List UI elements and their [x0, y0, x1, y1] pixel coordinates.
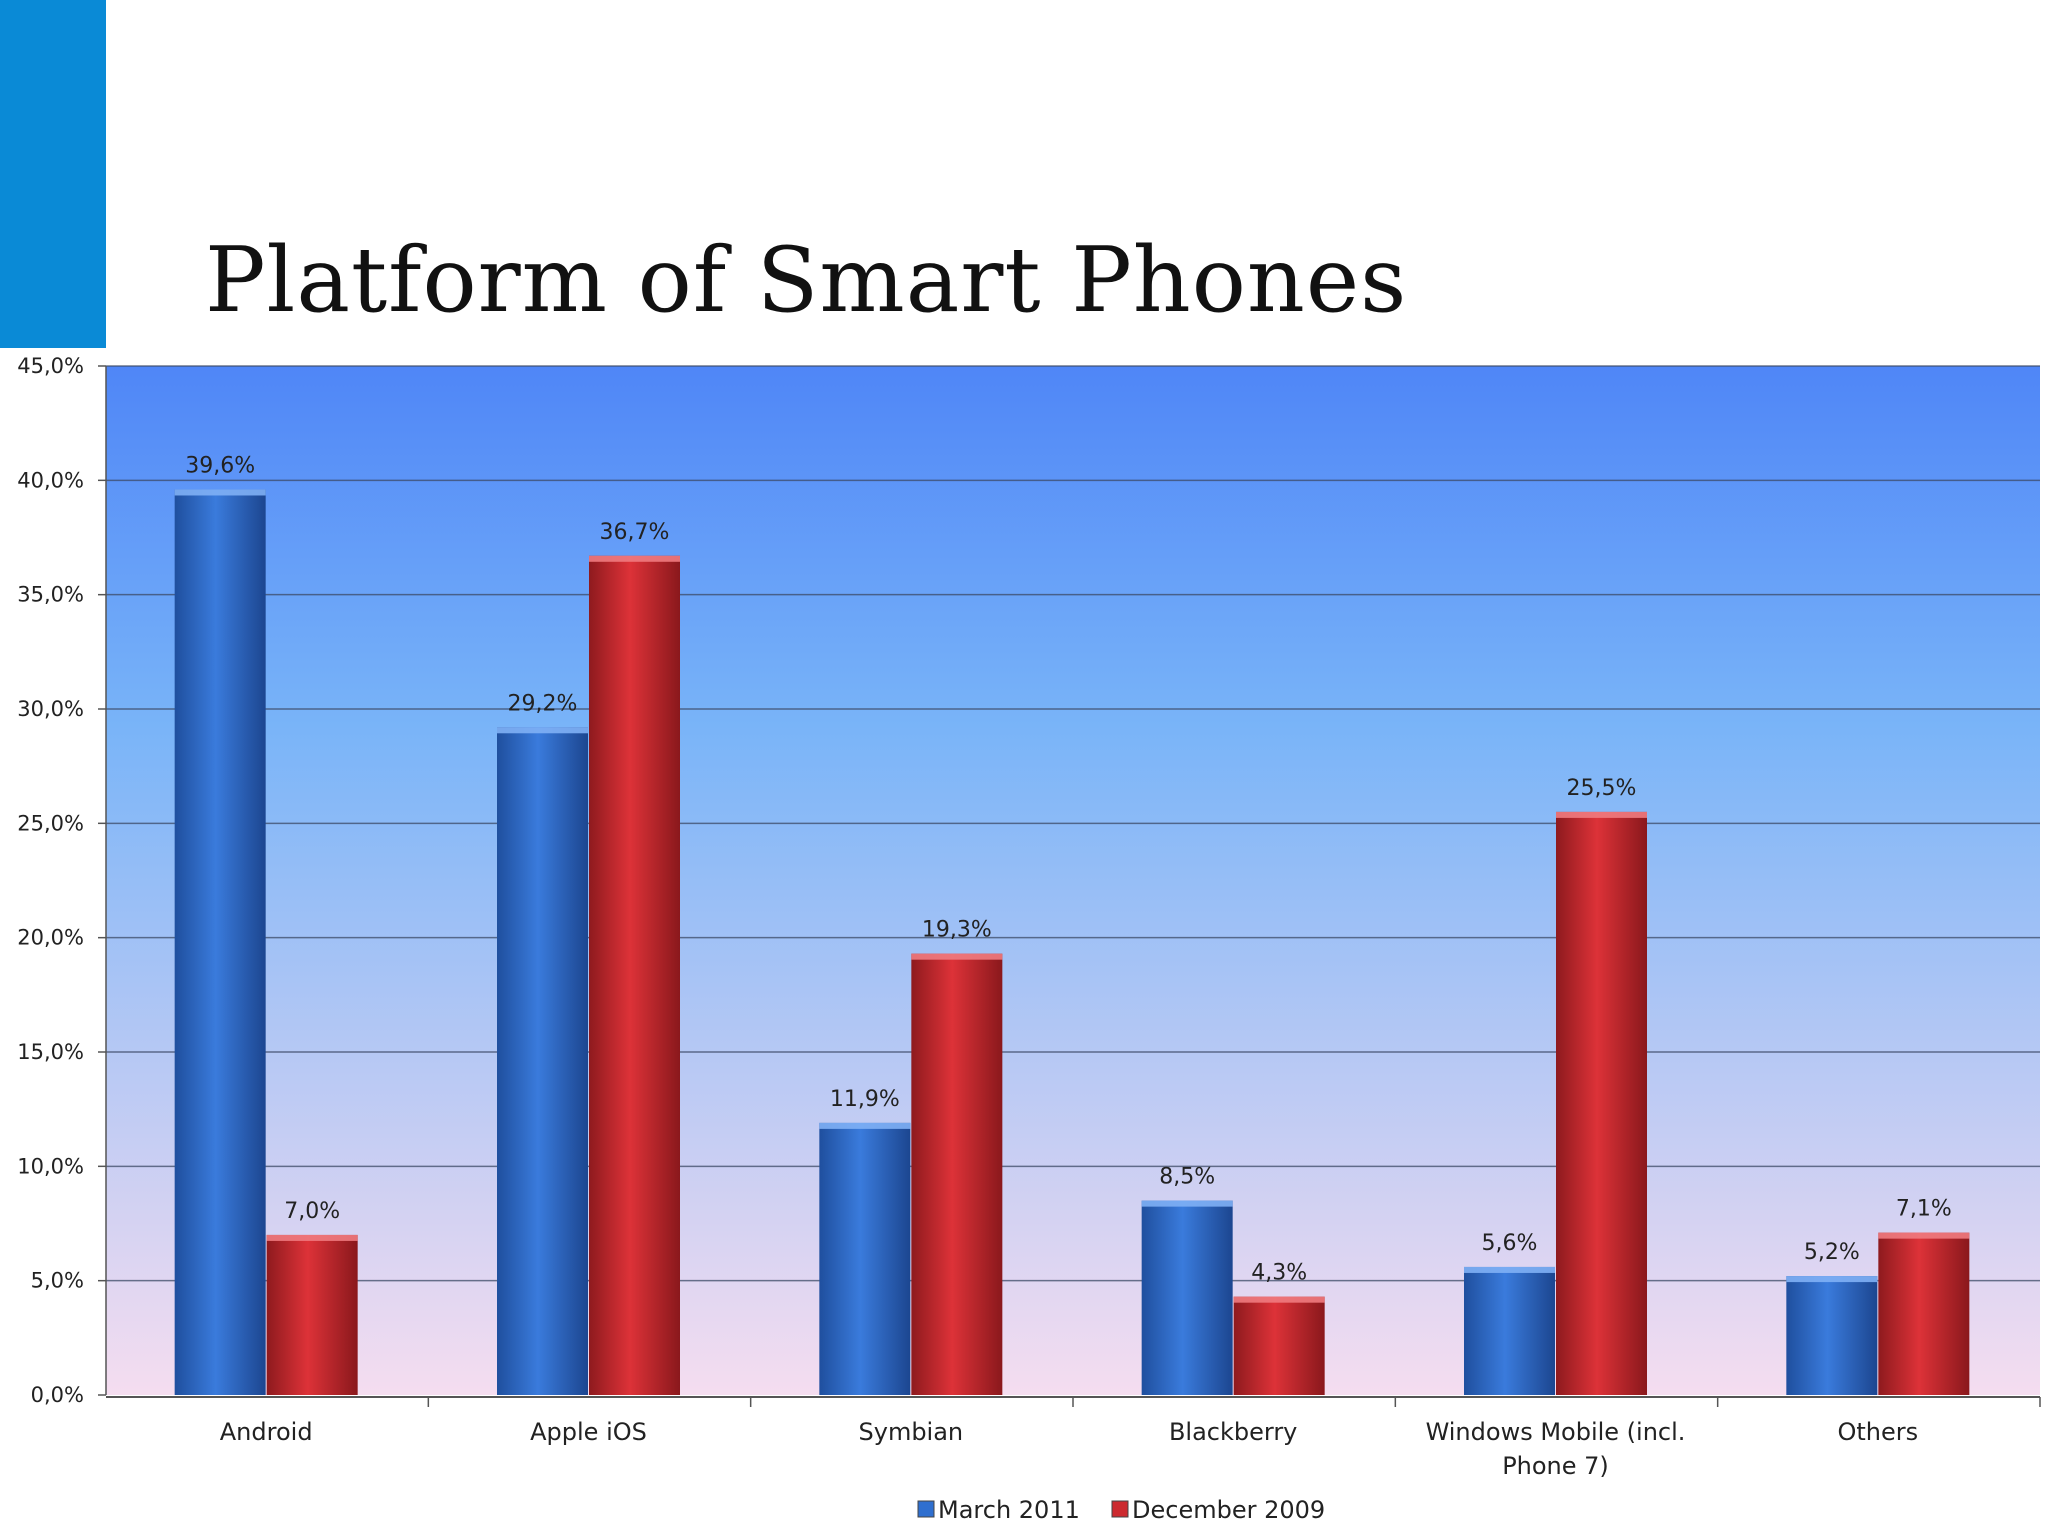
- y-tick-label: 35,0%: [17, 583, 84, 607]
- y-tick-label: 40,0%: [17, 468, 84, 492]
- y-tick-label: 0,0%: [31, 1383, 84, 1407]
- december-2009-bar-cap: [589, 555, 680, 562]
- slide-accent-bar: [0, 0, 106, 348]
- march-2011-bar: [1141, 1200, 1233, 1395]
- y-tick-label: 5,0%: [31, 1269, 84, 1293]
- december-2009-bar: [1233, 1296, 1325, 1395]
- march-2011-bar: [1464, 1266, 1555, 1395]
- march-2011-legend-swatch: [917, 1500, 935, 1518]
- december-2009-bar: [1556, 811, 1647, 1395]
- december-2009-bar-cap: [1556, 811, 1647, 818]
- december-2009-bar-cap: [1878, 1232, 1970, 1239]
- legend-label: December 2009: [1132, 1496, 1325, 1524]
- y-tick-label: 25,0%: [17, 811, 84, 835]
- data-label: 5,6%: [1482, 1231, 1538, 1256]
- december-2009-bar: [589, 555, 680, 1395]
- y-tick-label: 20,0%: [17, 926, 84, 950]
- data-label: 39,6%: [185, 453, 255, 478]
- y-tick-label: 10,0%: [17, 1154, 84, 1178]
- slide-title: Platform of Smart Phones: [205, 228, 1408, 333]
- data-label: 36,7%: [600, 520, 670, 545]
- y-tick-label: 30,0%: [17, 697, 84, 721]
- march-2011-bar-cap: [497, 727, 588, 734]
- x-category-label: Windows Mobile (incl. Phone 7): [1426, 1418, 1686, 1480]
- legend-label: March 2011: [938, 1496, 1080, 1524]
- x-category-label: Blackberry: [1169, 1418, 1297, 1446]
- x-category-label: Apple iOS: [530, 1418, 647, 1446]
- data-label: 7,0%: [284, 1199, 340, 1224]
- data-label: 5,2%: [1804, 1240, 1860, 1265]
- data-label: 29,2%: [508, 691, 578, 716]
- x-category-label: Symbian: [859, 1418, 964, 1446]
- december-2009-bar: [266, 1234, 358, 1395]
- march-2011-bar-cap: [1464, 1266, 1555, 1273]
- march-2011-bar-cap: [1141, 1200, 1233, 1207]
- march-2011-bar-cap: [819, 1122, 911, 1129]
- december-2009-bar-cap: [1233, 1296, 1325, 1303]
- december-2009-bar: [1878, 1232, 1970, 1395]
- data-label: 8,5%: [1159, 1165, 1215, 1190]
- data-label: 7,1%: [1896, 1197, 1952, 1222]
- data-label: 25,5%: [1567, 776, 1637, 801]
- data-label: 11,9%: [830, 1087, 900, 1112]
- march-2011-bar: [174, 489, 266, 1396]
- x-category-label: Others: [1838, 1418, 1919, 1446]
- data-label: 4,3%: [1251, 1261, 1307, 1286]
- plot-area: [106, 366, 2040, 1395]
- data-label: 19,3%: [922, 918, 992, 943]
- y-tick-label: 15,0%: [17, 1040, 84, 1064]
- december-2009-bar: [911, 953, 1003, 1395]
- march-2011-bar-cap: [174, 489, 266, 496]
- december-2009-bar-cap: [911, 953, 1003, 960]
- march-2011-bar: [819, 1122, 911, 1395]
- march-2011-bar-cap: [1786, 1276, 1878, 1283]
- december-2009-legend-swatch: [1111, 1500, 1129, 1518]
- y-tick-label: 45,0%: [17, 354, 84, 378]
- march-2011-bar: [497, 727, 588, 1395]
- december-2009-bar-cap: [266, 1234, 358, 1241]
- march-2011-bar: [1786, 1276, 1878, 1395]
- x-category-label: Android: [220, 1418, 313, 1446]
